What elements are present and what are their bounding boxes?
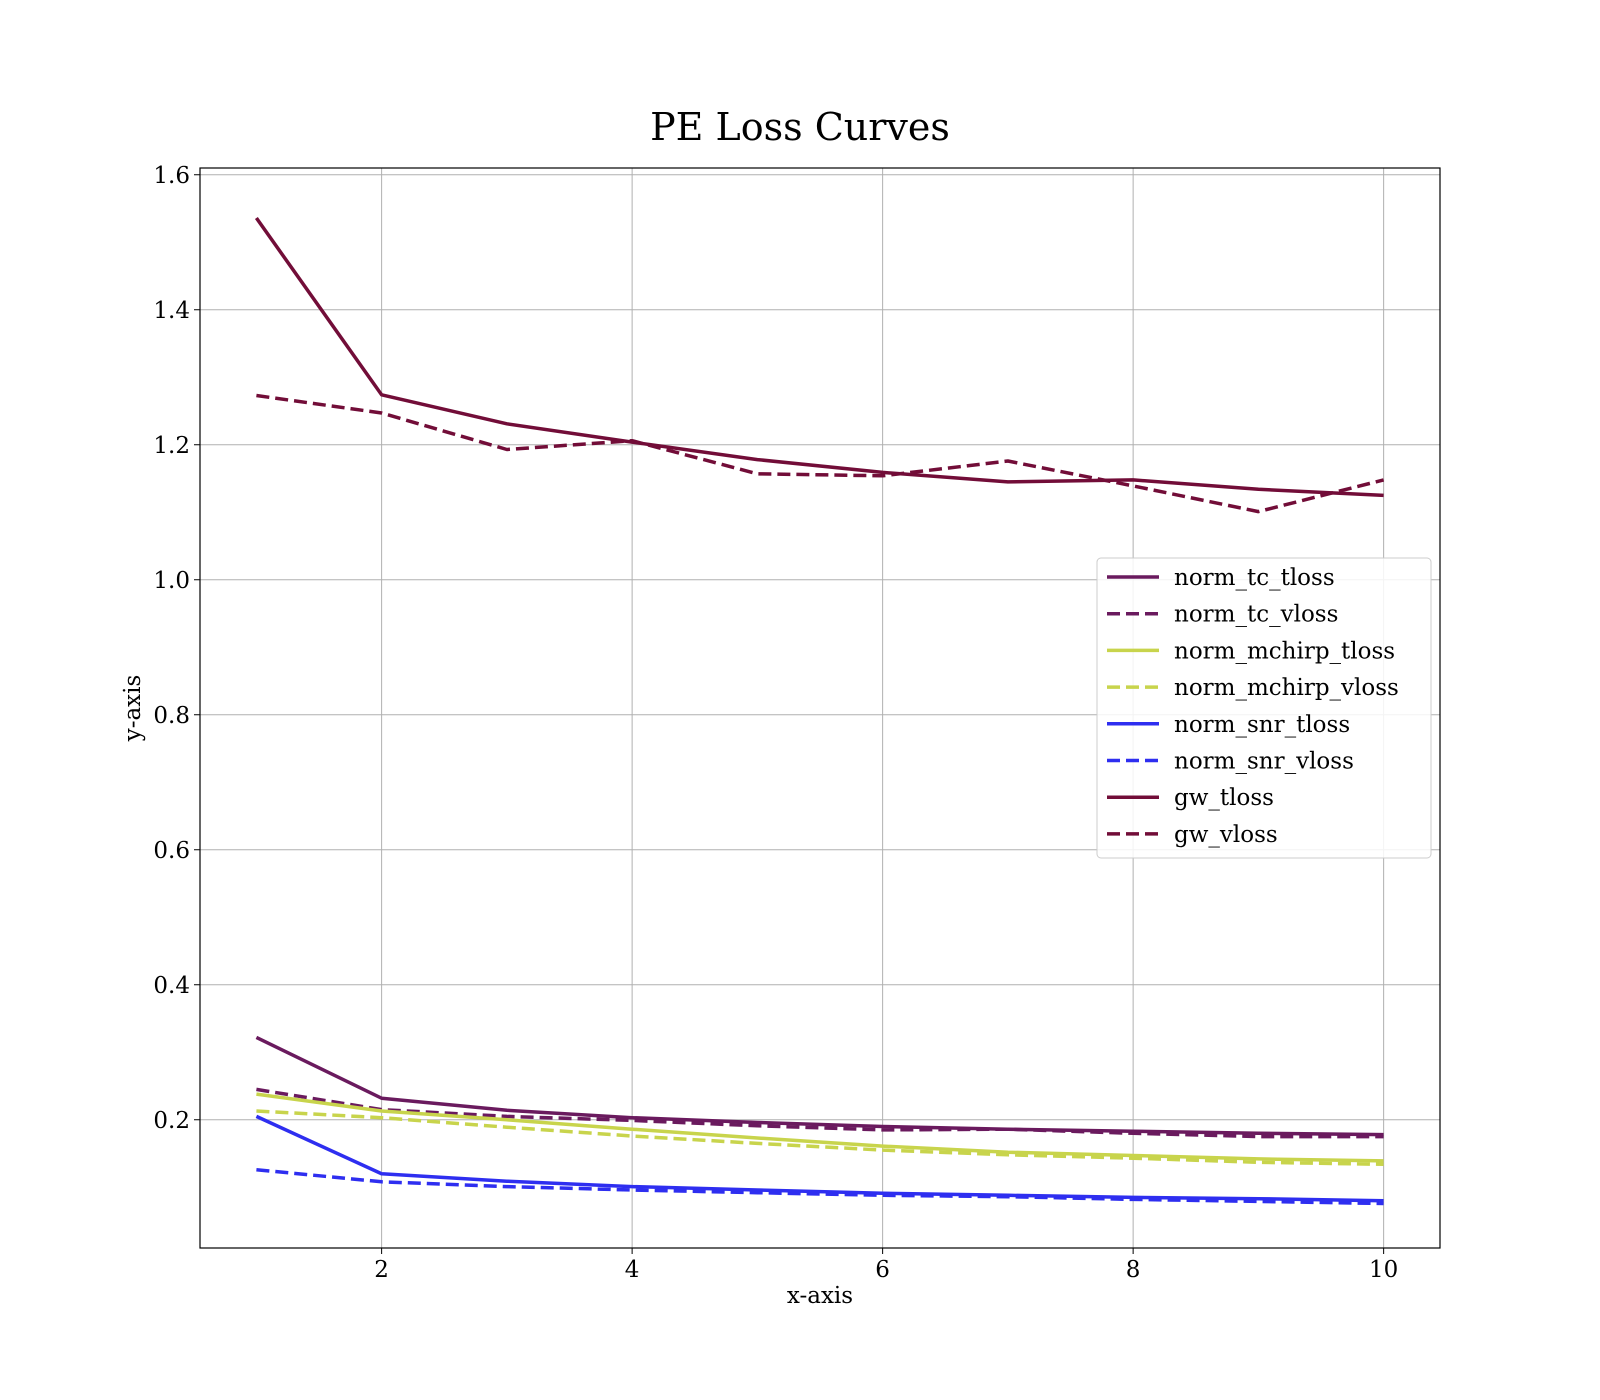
series-line-norm-tc-vloss: [256, 1087, 1384, 1139]
y-axis-label: y-axis: [120, 675, 146, 743]
series-line-gw-vloss: [256, 393, 1385, 514]
x-axis-ticks: 2 4 6 8 10: [374, 1248, 1398, 1283]
series-line-norm-snr-vloss: [256, 1167, 1384, 1206]
x-axis-label: x-axis: [787, 1283, 853, 1309]
legend-label: norm_tc_vloss: [1174, 602, 1338, 628]
x-tick-label: 8: [1126, 1257, 1141, 1283]
legend-label: gw_tloss: [1174, 785, 1274, 811]
legend-box: [1096, 557, 1432, 859]
legend-label: norm_tc_tloss: [1174, 565, 1335, 591]
x-tick-label: 4: [625, 1257, 640, 1283]
chart-title: PE Loss Curves: [650, 105, 950, 149]
series-line-norm-tc-tloss: [255, 1035, 1384, 1137]
y-tick-label: 0.4: [153, 973, 190, 999]
x-tick-label: 2: [374, 1257, 389, 1283]
y-tick-label: 0.6: [153, 838, 190, 864]
series-line-norm-mchirp-vloss: [256, 1109, 1384, 1167]
y-axis-ticks: 0.2 0.4 0.6 0.8 1.0 1.2 1.4 1.6: [153, 163, 200, 1134]
legend-label: norm_mchirp_vloss: [1174, 675, 1399, 701]
series-line-gw-tloss: [254, 216, 1384, 498]
legend-label: norm_mchirp_tloss: [1174, 638, 1395, 664]
y-tick-label: 0.8: [153, 703, 190, 729]
legend-label: norm_snr_vloss: [1174, 749, 1354, 775]
plot-area-frame: [199, 167, 1441, 1249]
x-tick-label: 10: [1369, 1257, 1398, 1283]
legend-label: gw_vloss: [1174, 822, 1278, 848]
y-tick-label: 1.6: [153, 163, 190, 189]
series-lines: [254, 216, 1385, 1206]
y-tick-label: 0.2: [153, 1108, 190, 1134]
x-tick-label: 6: [875, 1257, 890, 1283]
series-line-norm-mchirp-tloss: [256, 1092, 1384, 1163]
legend-label: norm_snr_tloss: [1174, 712, 1350, 738]
y-tick-label: 1.0: [153, 568, 190, 594]
y-tick-label: 1.4: [153, 298, 190, 324]
y-tick-label: 1.2: [153, 433, 190, 459]
legend: norm_tc_tloss norm_tc_vloss norm_mchirp_tl…: [1096, 557, 1432, 859]
series-line-norm-snr-tloss: [255, 1114, 1384, 1203]
